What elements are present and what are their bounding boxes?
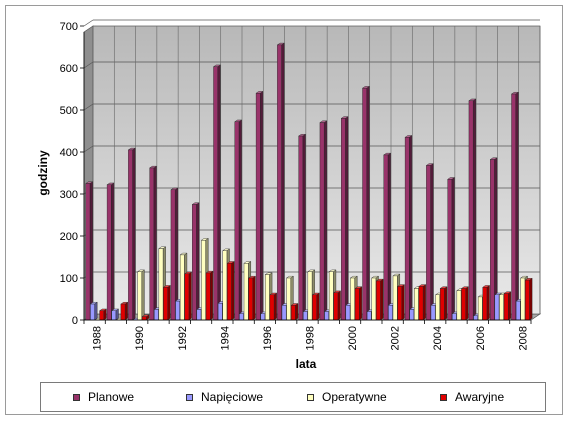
plot-area <box>82 25 542 321</box>
x-tick-label: 1990 <box>134 326 146 350</box>
y-axis-ticks: 0 100 200 300 400 500 600 700 <box>60 21 85 327</box>
bar <box>184 271 193 321</box>
legend-label: Napięciowe <box>201 390 264 404</box>
y-tick-label: 0 <box>72 315 78 327</box>
bar <box>447 177 456 321</box>
legend-entry: Napięciowe <box>186 390 307 404</box>
legend: Planowe Napięciowe Operatywne Awaryjne <box>40 382 546 412</box>
bars <box>85 42 533 321</box>
bar <box>333 290 342 321</box>
y-tick-label: 300 <box>60 189 78 201</box>
bar <box>375 278 384 321</box>
bar <box>127 147 136 321</box>
bar <box>111 308 120 321</box>
legend-label: Operatywne <box>322 390 387 404</box>
x-tick-label: 1992 <box>177 326 189 350</box>
bar <box>482 285 491 321</box>
bar <box>98 308 108 321</box>
bar <box>340 116 349 321</box>
legend-entry: Operatywne <box>307 390 440 404</box>
x-tick-label: 1988 <box>92 326 104 350</box>
bar <box>290 303 299 321</box>
x-tick-label: 2008 <box>517 326 529 350</box>
bar <box>205 270 214 321</box>
x-axis-title: lata <box>296 357 317 371</box>
bar <box>247 275 257 321</box>
bar <box>136 269 146 321</box>
bar <box>276 42 285 321</box>
bar <box>85 181 94 321</box>
bar <box>396 284 406 321</box>
y-tick-label: 500 <box>60 105 78 117</box>
legend-label: Awaryjne <box>455 390 505 404</box>
bar <box>361 85 370 321</box>
x-tick-label: 1994 <box>219 326 231 350</box>
chart-frame: 0 100 200 300 400 500 600 700 1988 1990 1992 1994 1… <box>5 5 563 415</box>
legend-swatch <box>307 393 314 401</box>
bar <box>404 135 413 321</box>
bar <box>354 286 363 321</box>
legend-entry: Awaryjne <box>440 390 540 404</box>
bar <box>418 284 427 321</box>
bar <box>319 120 328 321</box>
bar <box>439 286 448 321</box>
bar <box>269 292 278 321</box>
bar <box>524 277 533 321</box>
x-tick-label: 2000 <box>347 326 359 350</box>
bar <box>191 202 200 321</box>
x-tick-label: 1996 <box>262 326 274 350</box>
bar <box>383 152 392 321</box>
legend-swatch <box>73 393 80 401</box>
bar <box>162 285 171 321</box>
y-tick-label: 400 <box>60 147 78 159</box>
bar <box>226 261 235 321</box>
bar <box>89 301 98 321</box>
x-tick-label: 2004 <box>432 326 444 350</box>
bar <box>120 301 129 321</box>
x-axis-ticks: 1988 1990 1992 1994 1996 1998 2000 2002 2004 2006… <box>83 319 532 350</box>
bar <box>234 119 243 321</box>
x-tick-label: 2006 <box>475 326 487 350</box>
bar <box>212 64 221 321</box>
legend-swatch <box>440 393 447 401</box>
x-tick-label: 1998 <box>305 326 317 350</box>
bar <box>149 165 158 321</box>
legend-label: Planowe <box>88 390 135 404</box>
x-tick-label: 2002 <box>390 326 402 350</box>
y-tick-label: 100 <box>60 273 78 285</box>
y-axis-title: godziny <box>36 150 50 196</box>
bar <box>255 91 264 321</box>
bar <box>510 91 519 321</box>
y-tick-label: 200 <box>60 231 78 243</box>
bar <box>106 182 115 321</box>
y-tick-label: 700 <box>60 21 78 33</box>
y-tick-label: 600 <box>60 63 78 75</box>
bar <box>460 286 469 321</box>
bar <box>298 133 307 321</box>
bar <box>503 291 512 321</box>
legend-entry: Planowe <box>73 390 186 404</box>
gridlines <box>83 19 541 314</box>
legend-swatch <box>186 393 193 401</box>
bar <box>311 292 320 321</box>
bar <box>468 98 477 321</box>
bar <box>425 163 434 321</box>
